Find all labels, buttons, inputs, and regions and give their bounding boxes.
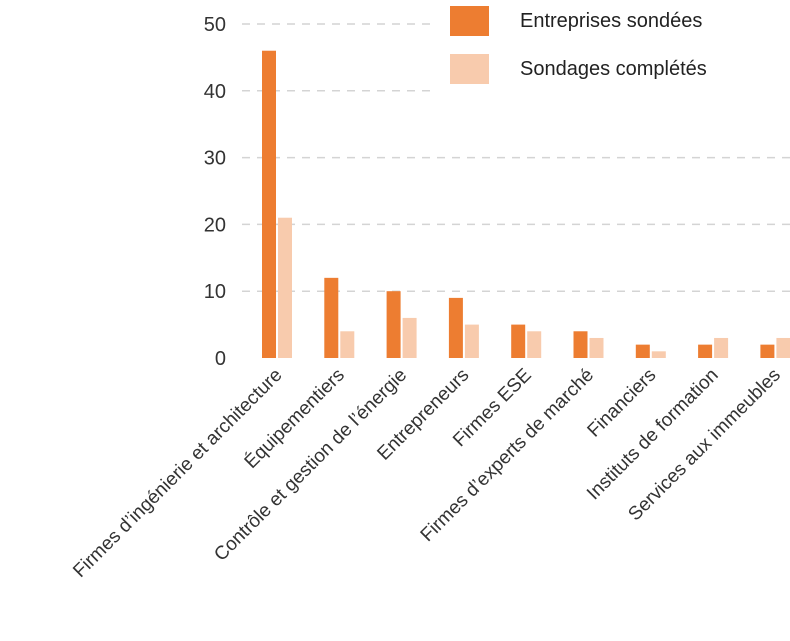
legend-swatch [450,54,489,84]
bars [262,50,790,358]
bar-entreprises-sondees [573,331,588,358]
x-category-label: Firmes d’ingénierie et architecture [69,365,286,582]
bar-sondages-completes [464,324,479,358]
bar-sondages-completes [340,331,355,358]
bar-entreprises-sondees [386,291,401,358]
y-tick-label: 30 [204,148,226,170]
y-tick-label: 40 [204,81,226,103]
legend: Entreprises sondées Sondages complétés [432,0,790,96]
y-tick-label: 50 [204,14,226,36]
bar-entreprises-sondees [635,344,650,358]
legend-label: Sondages complétés [520,58,707,80]
legend-swatch [450,6,489,36]
bar-entreprises-sondees [698,344,713,358]
bar-entreprises-sondees [324,277,339,358]
bar-sondages-completes [651,351,666,358]
y-tick-label: 10 [204,281,226,303]
legend-label: Entreprises sondées [520,10,702,32]
bar-entreprises-sondees [760,344,775,358]
y-tick-label: 0 [215,348,226,370]
bar-sondages-completes [402,317,417,358]
y-axis-tick-labels: 0 10 20 30 40 50 [204,14,226,370]
bar-entreprises-sondees [448,297,463,358]
bar-sondages-completes [776,337,790,358]
bar-sondages-completes [714,337,729,358]
y-tick-label: 20 [204,214,226,236]
bar-sondages-completes [278,217,292,358]
legend-background [432,0,790,96]
bar-sondages-completes [589,337,604,358]
bar-sondages-completes [527,331,542,358]
bar-entreprises-sondees [262,50,276,358]
x-axis-category-labels: Firmes d’ingénierie et architectureÉquip… [69,365,785,582]
bar-entreprises-sondees [511,324,526,358]
